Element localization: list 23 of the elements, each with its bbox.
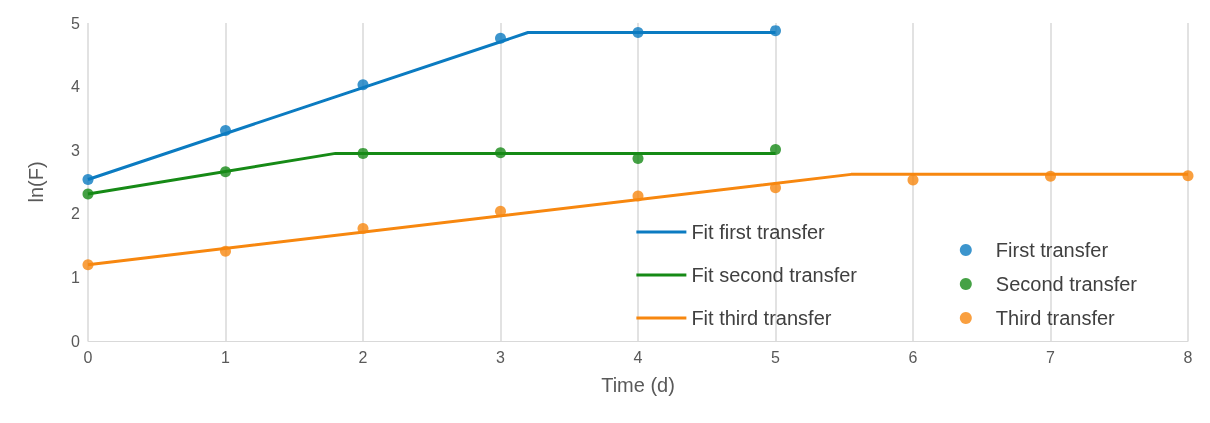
y-axis-title: ln(F) [25, 161, 47, 203]
legend-label: Second transfer [995, 273, 1138, 295]
legend-label: Third transfer [995, 307, 1116, 329]
x-tick-label: 0 [83, 348, 93, 366]
y-tick-label: 5 [71, 14, 81, 32]
y-tick-label: 1 [71, 268, 81, 286]
y-tick-label: 0 [71, 332, 81, 350]
x-tick-label: 3 [496, 348, 506, 366]
legend-label: Fit first transfer [691, 221, 826, 243]
x-tick-label: 4 [633, 348, 643, 366]
x-tick-label: 2 [358, 348, 368, 366]
x-tick-label: 7 [1046, 348, 1056, 366]
legend-label: Fit third transfer [691, 307, 832, 329]
y-tick-label: 4 [71, 78, 81, 96]
x-tick-label: 6 [908, 348, 918, 366]
x-axis-title: Time (d) [601, 374, 675, 396]
legend-label: First transfer [995, 239, 1109, 261]
legend-label: Fit second transfer [691, 264, 858, 286]
x-tick-label: 5 [771, 348, 781, 366]
x-tick-label: 1 [221, 348, 231, 366]
x-tick-label: 8 [1183, 348, 1193, 366]
y-tick-label: 3 [71, 141, 81, 159]
y-tick-label: 2 [71, 205, 81, 223]
